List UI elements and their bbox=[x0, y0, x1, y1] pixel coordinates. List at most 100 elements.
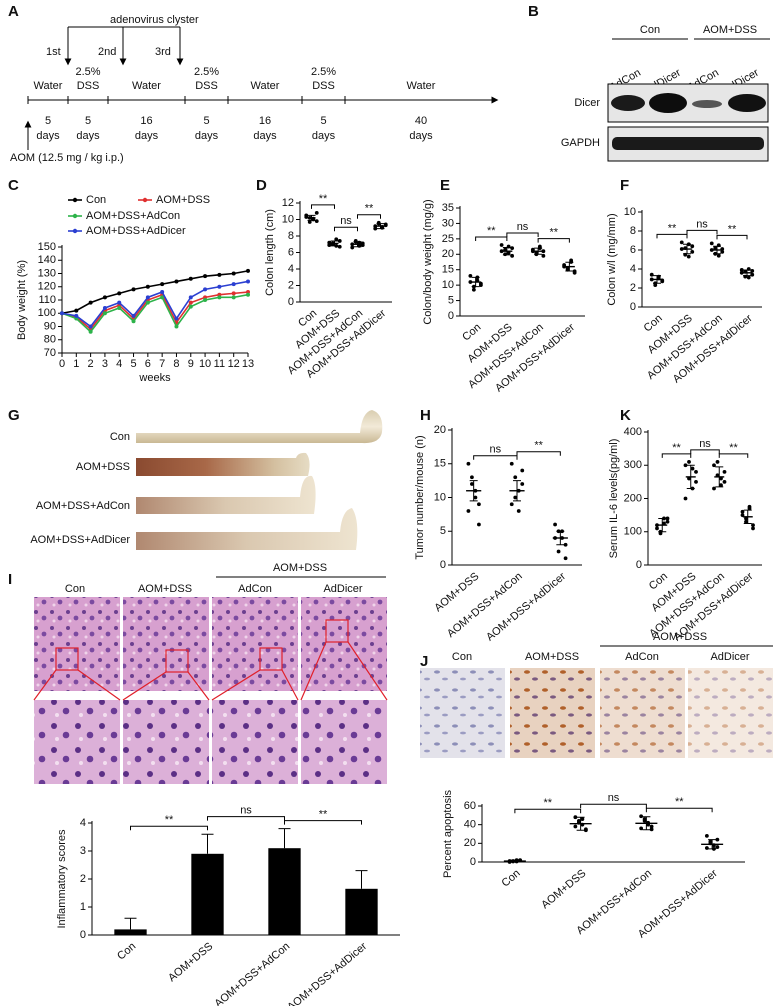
y-tick-label: 5 bbox=[448, 294, 454, 306]
y-tick-label: 30 bbox=[442, 217, 454, 229]
error-bar bbox=[124, 917, 137, 930]
dot bbox=[580, 817, 585, 821]
point bbox=[203, 298, 208, 302]
dot bbox=[513, 495, 518, 500]
colon-photos: Con AOM+DSS AOM+DSS+AdCon AOM+DSS+AdDice… bbox=[30, 410, 383, 550]
dot bbox=[747, 504, 752, 509]
dot bbox=[653, 283, 658, 288]
dot bbox=[360, 243, 365, 247]
error-bar bbox=[565, 261, 574, 272]
y-tick-label: 1 bbox=[80, 901, 86, 913]
dot bbox=[744, 519, 748, 524]
panel-letter: J bbox=[420, 653, 428, 670]
dot bbox=[751, 526, 755, 531]
significance-bracket bbox=[514, 808, 582, 814]
panel-letter: A bbox=[8, 3, 19, 20]
y-tick-label: 40 bbox=[464, 819, 476, 831]
significance-label: ns bbox=[699, 438, 711, 450]
bar bbox=[345, 888, 378, 935]
x-tick-label: 9 bbox=[188, 358, 194, 370]
dot bbox=[477, 502, 481, 507]
dot bbox=[573, 815, 578, 820]
significance-bracket bbox=[686, 229, 718, 235]
x-tick-label: 3 bbox=[102, 358, 108, 370]
dot bbox=[337, 239, 342, 243]
panel-letter: B bbox=[528, 3, 539, 20]
colon bbox=[136, 452, 310, 476]
dot bbox=[556, 549, 561, 554]
dot bbox=[499, 243, 504, 247]
dot bbox=[690, 466, 695, 471]
duration-label: 16 bbox=[140, 115, 152, 127]
duration-label: 5 bbox=[45, 115, 51, 127]
dot bbox=[649, 272, 654, 277]
series-line bbox=[61, 280, 249, 328]
significance-label: ** bbox=[543, 797, 552, 809]
x-tick-label: 4 bbox=[116, 358, 122, 370]
dot bbox=[750, 269, 755, 273]
band bbox=[611, 95, 645, 111]
dot bbox=[350, 245, 355, 250]
treatment-label: 2.5% bbox=[75, 66, 100, 78]
band bbox=[649, 93, 687, 113]
dot bbox=[687, 476, 691, 481]
significance-bracket bbox=[207, 816, 285, 821]
y-tick-label: 10 bbox=[442, 279, 454, 291]
significance-bracket bbox=[284, 820, 362, 825]
error-bar bbox=[278, 828, 291, 849]
y-tick-label: 120 bbox=[38, 281, 56, 293]
dot bbox=[716, 253, 721, 258]
x-tick-label: 13 bbox=[242, 358, 254, 370]
y-tick-label: 400 bbox=[624, 426, 642, 438]
error-bar bbox=[642, 816, 651, 831]
point bbox=[145, 300, 150, 305]
dot bbox=[665, 519, 670, 524]
micrograph-zoom bbox=[34, 700, 120, 784]
legend-label: Con bbox=[86, 194, 106, 206]
dot bbox=[583, 828, 588, 833]
y-tick-label: 2 bbox=[288, 279, 294, 291]
error-bar bbox=[510, 859, 519, 863]
point bbox=[217, 295, 222, 300]
point bbox=[88, 324, 93, 329]
error-bar bbox=[713, 245, 721, 255]
error-bar bbox=[556, 530, 565, 546]
dot bbox=[553, 522, 557, 527]
dot bbox=[686, 254, 691, 259]
dot bbox=[722, 479, 727, 484]
ihc-image bbox=[420, 668, 505, 758]
treatment-label: Water bbox=[407, 80, 436, 92]
y-tick-label: 0 bbox=[448, 310, 454, 322]
point bbox=[188, 276, 193, 281]
y-tick-label: 12 bbox=[282, 197, 294, 209]
significance-label: ns bbox=[696, 218, 708, 230]
dot bbox=[639, 814, 644, 819]
dot bbox=[520, 482, 525, 486]
point bbox=[203, 287, 208, 292]
x-tick-label: Con bbox=[460, 321, 483, 343]
error-bar bbox=[376, 223, 385, 230]
x-tick-label: Con bbox=[642, 312, 665, 334]
point bbox=[231, 282, 236, 287]
point bbox=[246, 292, 250, 297]
dot bbox=[573, 824, 578, 829]
timeline: adenovirus clyster 1st 2nd 3rd AOM (12.5… bbox=[10, 14, 499, 164]
bar bbox=[268, 848, 301, 935]
dot bbox=[473, 495, 478, 500]
point bbox=[117, 305, 122, 310]
dot bbox=[314, 211, 319, 215]
image-label: AdCon bbox=[238, 583, 272, 595]
significance-label: ** bbox=[534, 440, 543, 452]
y-tick-label: 110 bbox=[38, 294, 56, 306]
treatment-label: DSS bbox=[195, 80, 218, 92]
y-tick-label: 25 bbox=[442, 233, 454, 245]
y-tick-label: 90 bbox=[44, 320, 56, 332]
dot bbox=[715, 837, 720, 842]
x-tick-label: AOM+DSS+AdDicer bbox=[484, 570, 568, 643]
y-tick-label: 300 bbox=[624, 459, 642, 471]
dot bbox=[350, 242, 355, 247]
point bbox=[188, 300, 193, 305]
dot bbox=[722, 470, 727, 474]
dot bbox=[751, 523, 755, 527]
dot bbox=[563, 542, 568, 547]
